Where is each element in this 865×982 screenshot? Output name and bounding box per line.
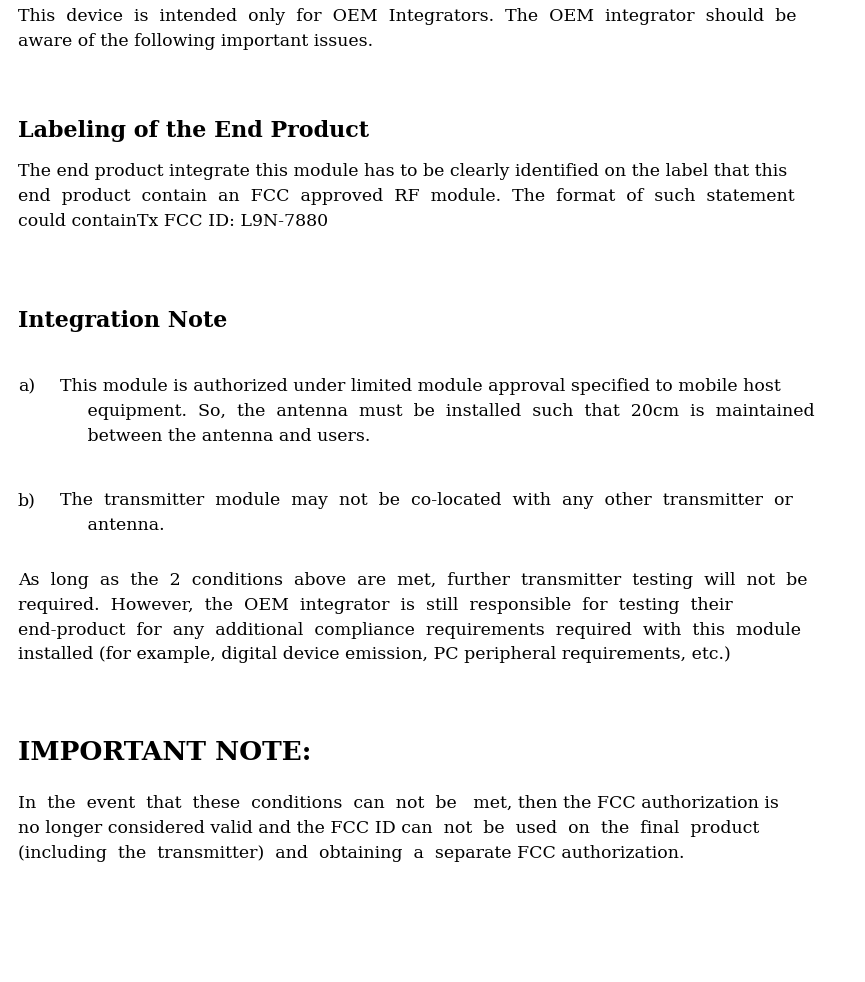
Text: Integration Note: Integration Note (18, 310, 227, 332)
Text: In  the  event  that  these  conditions  can  not  be   met, then the FCC author: In the event that these conditions can n… (18, 795, 778, 861)
Text: a): a) (18, 378, 35, 395)
Text: The  transmitter  module  may  not  be  co-located  with  any  other  transmitte: The transmitter module may not be co-loc… (60, 492, 793, 534)
Text: Labeling of the End Product: Labeling of the End Product (18, 120, 369, 142)
Text: The end product integrate this module has to be clearly identified on the label : The end product integrate this module ha… (18, 163, 795, 230)
Text: b): b) (18, 492, 35, 509)
Text: This  device  is  intended  only  for  OEM  Integrators.  The  OEM  integrator  : This device is intended only for OEM Int… (18, 8, 797, 50)
Text: As  long  as  the  2  conditions  above  are  met,  further  transmitter  testin: As long as the 2 conditions above are me… (18, 572, 808, 664)
Text: This module is authorized under limited module approval specified to mobile host: This module is authorized under limited … (60, 378, 815, 445)
Text: IMPORTANT NOTE:: IMPORTANT NOTE: (18, 740, 311, 765)
